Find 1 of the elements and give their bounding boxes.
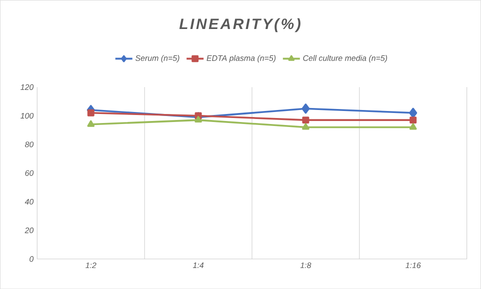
chart-title: LINEARITY(%) <box>179 18 300 32</box>
